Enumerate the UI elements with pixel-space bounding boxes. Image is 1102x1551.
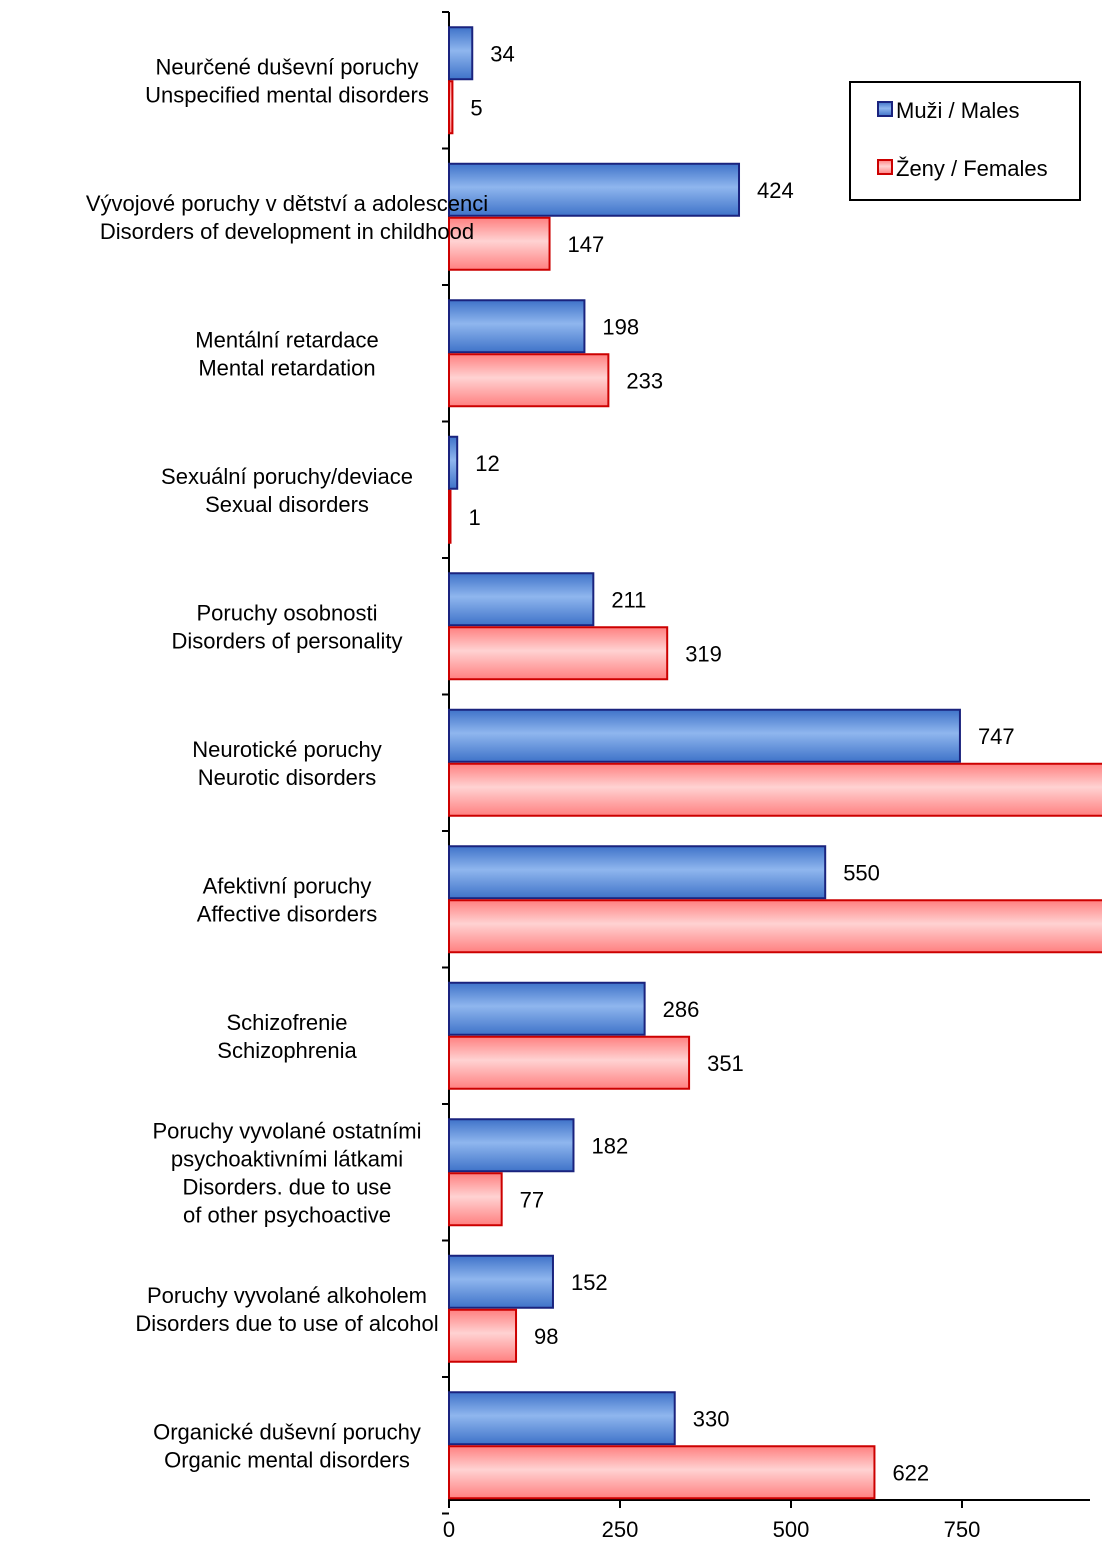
- value-label-males: 198: [602, 314, 639, 339]
- bar-females: [448, 1445, 876, 1500]
- category-label: Organické duševní poruchy: [153, 1419, 421, 1444]
- category-label: Sexuální poruchy/deviace: [161, 464, 413, 489]
- bar-females: [448, 762, 1102, 817]
- category-label: Schizophrenia: [217, 1038, 357, 1063]
- value-label-males: 34: [490, 41, 514, 66]
- x-tick-label: 750: [944, 1517, 981, 1542]
- bar-females: [448, 899, 1102, 954]
- bar-males: [448, 1391, 676, 1446]
- value-label-males: 182: [591, 1133, 628, 1158]
- value-label-females: 351: [707, 1051, 744, 1076]
- category-label: Organic mental disorders: [164, 1447, 410, 1472]
- bar-males: [448, 708, 961, 763]
- bar-males: [448, 981, 646, 1036]
- category-label: Affective disorders: [197, 901, 378, 926]
- value-label-females: 233: [626, 368, 663, 393]
- bar-females: [448, 1172, 503, 1227]
- category-label: Mental retardation: [198, 355, 375, 380]
- legend-box: [849, 81, 1081, 201]
- value-label-females: 622: [892, 1460, 929, 1485]
- bar-males: [448, 435, 459, 490]
- value-label-males: 286: [663, 997, 700, 1022]
- legend-swatch-females: [877, 159, 893, 175]
- x-tick-label: 500: [773, 1517, 810, 1542]
- category-label: Disorders due to use of alcohol: [135, 1311, 438, 1336]
- value-label-females: 77: [520, 1187, 544, 1212]
- value-label-females: 5: [470, 95, 482, 120]
- value-label-males: 12: [475, 451, 499, 476]
- bar-females: [448, 353, 610, 408]
- bar-males: [448, 26, 474, 81]
- category-label: Disorders of development in childhood: [100, 219, 474, 244]
- bar-males: [448, 1254, 554, 1309]
- value-label-females: 147: [568, 232, 605, 257]
- value-label-males: 747: [978, 724, 1015, 749]
- category-label: Disorders of personality: [171, 628, 402, 653]
- category-label: Schizofrenie: [226, 1010, 347, 1035]
- bar-males: [448, 162, 741, 217]
- value-label-males: 550: [843, 860, 880, 885]
- category-label: Afektivní poruchy: [203, 873, 372, 898]
- value-label-males: 211: [611, 587, 646, 612]
- category-label: Neurotické poruchy: [192, 737, 382, 762]
- value-label-females: 1: [469, 505, 481, 530]
- category-label: Mentální retardace: [195, 327, 378, 352]
- category-label: Neurčené duševní poruchy: [156, 54, 419, 79]
- legend-label-males: Muži / Males: [896, 98, 1019, 123]
- value-label-males: 424: [757, 178, 794, 203]
- category-label: psychoaktivními látkami: [171, 1146, 403, 1171]
- value-label-males: 152: [571, 1270, 608, 1295]
- bar-females: [448, 1035, 691, 1090]
- plot-area: 02505007501 0001 2501 5001 750345Neurčen…: [86, 11, 1102, 1542]
- bar-males: [448, 1118, 575, 1173]
- category-label: Poruchy vyvolané ostatními: [152, 1118, 421, 1143]
- x-tick-label: 0: [443, 1517, 455, 1542]
- legend-label-females: Ženy / Females: [896, 156, 1048, 181]
- legend: Muži / Males Ženy / Females: [849, 81, 1081, 201]
- category-label: Disorders. due to use: [182, 1174, 391, 1199]
- value-label-females: 98: [534, 1324, 558, 1349]
- bar-males: [448, 845, 827, 900]
- bar-females: [448, 1308, 518, 1363]
- category-label: of other psychoactive: [183, 1202, 391, 1227]
- bar-females: [448, 489, 452, 544]
- bar-males: [448, 299, 586, 354]
- category-label: Vývojové poruchy v dětství a adolescenci: [86, 191, 488, 216]
- legend-swatch-males: [877, 101, 893, 117]
- x-tick-label: 250: [602, 1517, 639, 1542]
- bar-females: [448, 80, 454, 135]
- category-label: Poruchy vyvolané alkoholem: [147, 1283, 427, 1308]
- bar-females: [448, 216, 551, 271]
- value-label-males: 330: [693, 1406, 730, 1431]
- bar-females: [448, 626, 669, 681]
- value-label-females: 319: [685, 641, 722, 666]
- category-label: Unspecified mental disorders: [145, 82, 429, 107]
- category-label: Neurotic disorders: [198, 765, 377, 790]
- category-label: Sexual disorders: [205, 492, 369, 517]
- bar-males: [448, 572, 595, 627]
- category-label: Poruchy osobnosti: [197, 600, 378, 625]
